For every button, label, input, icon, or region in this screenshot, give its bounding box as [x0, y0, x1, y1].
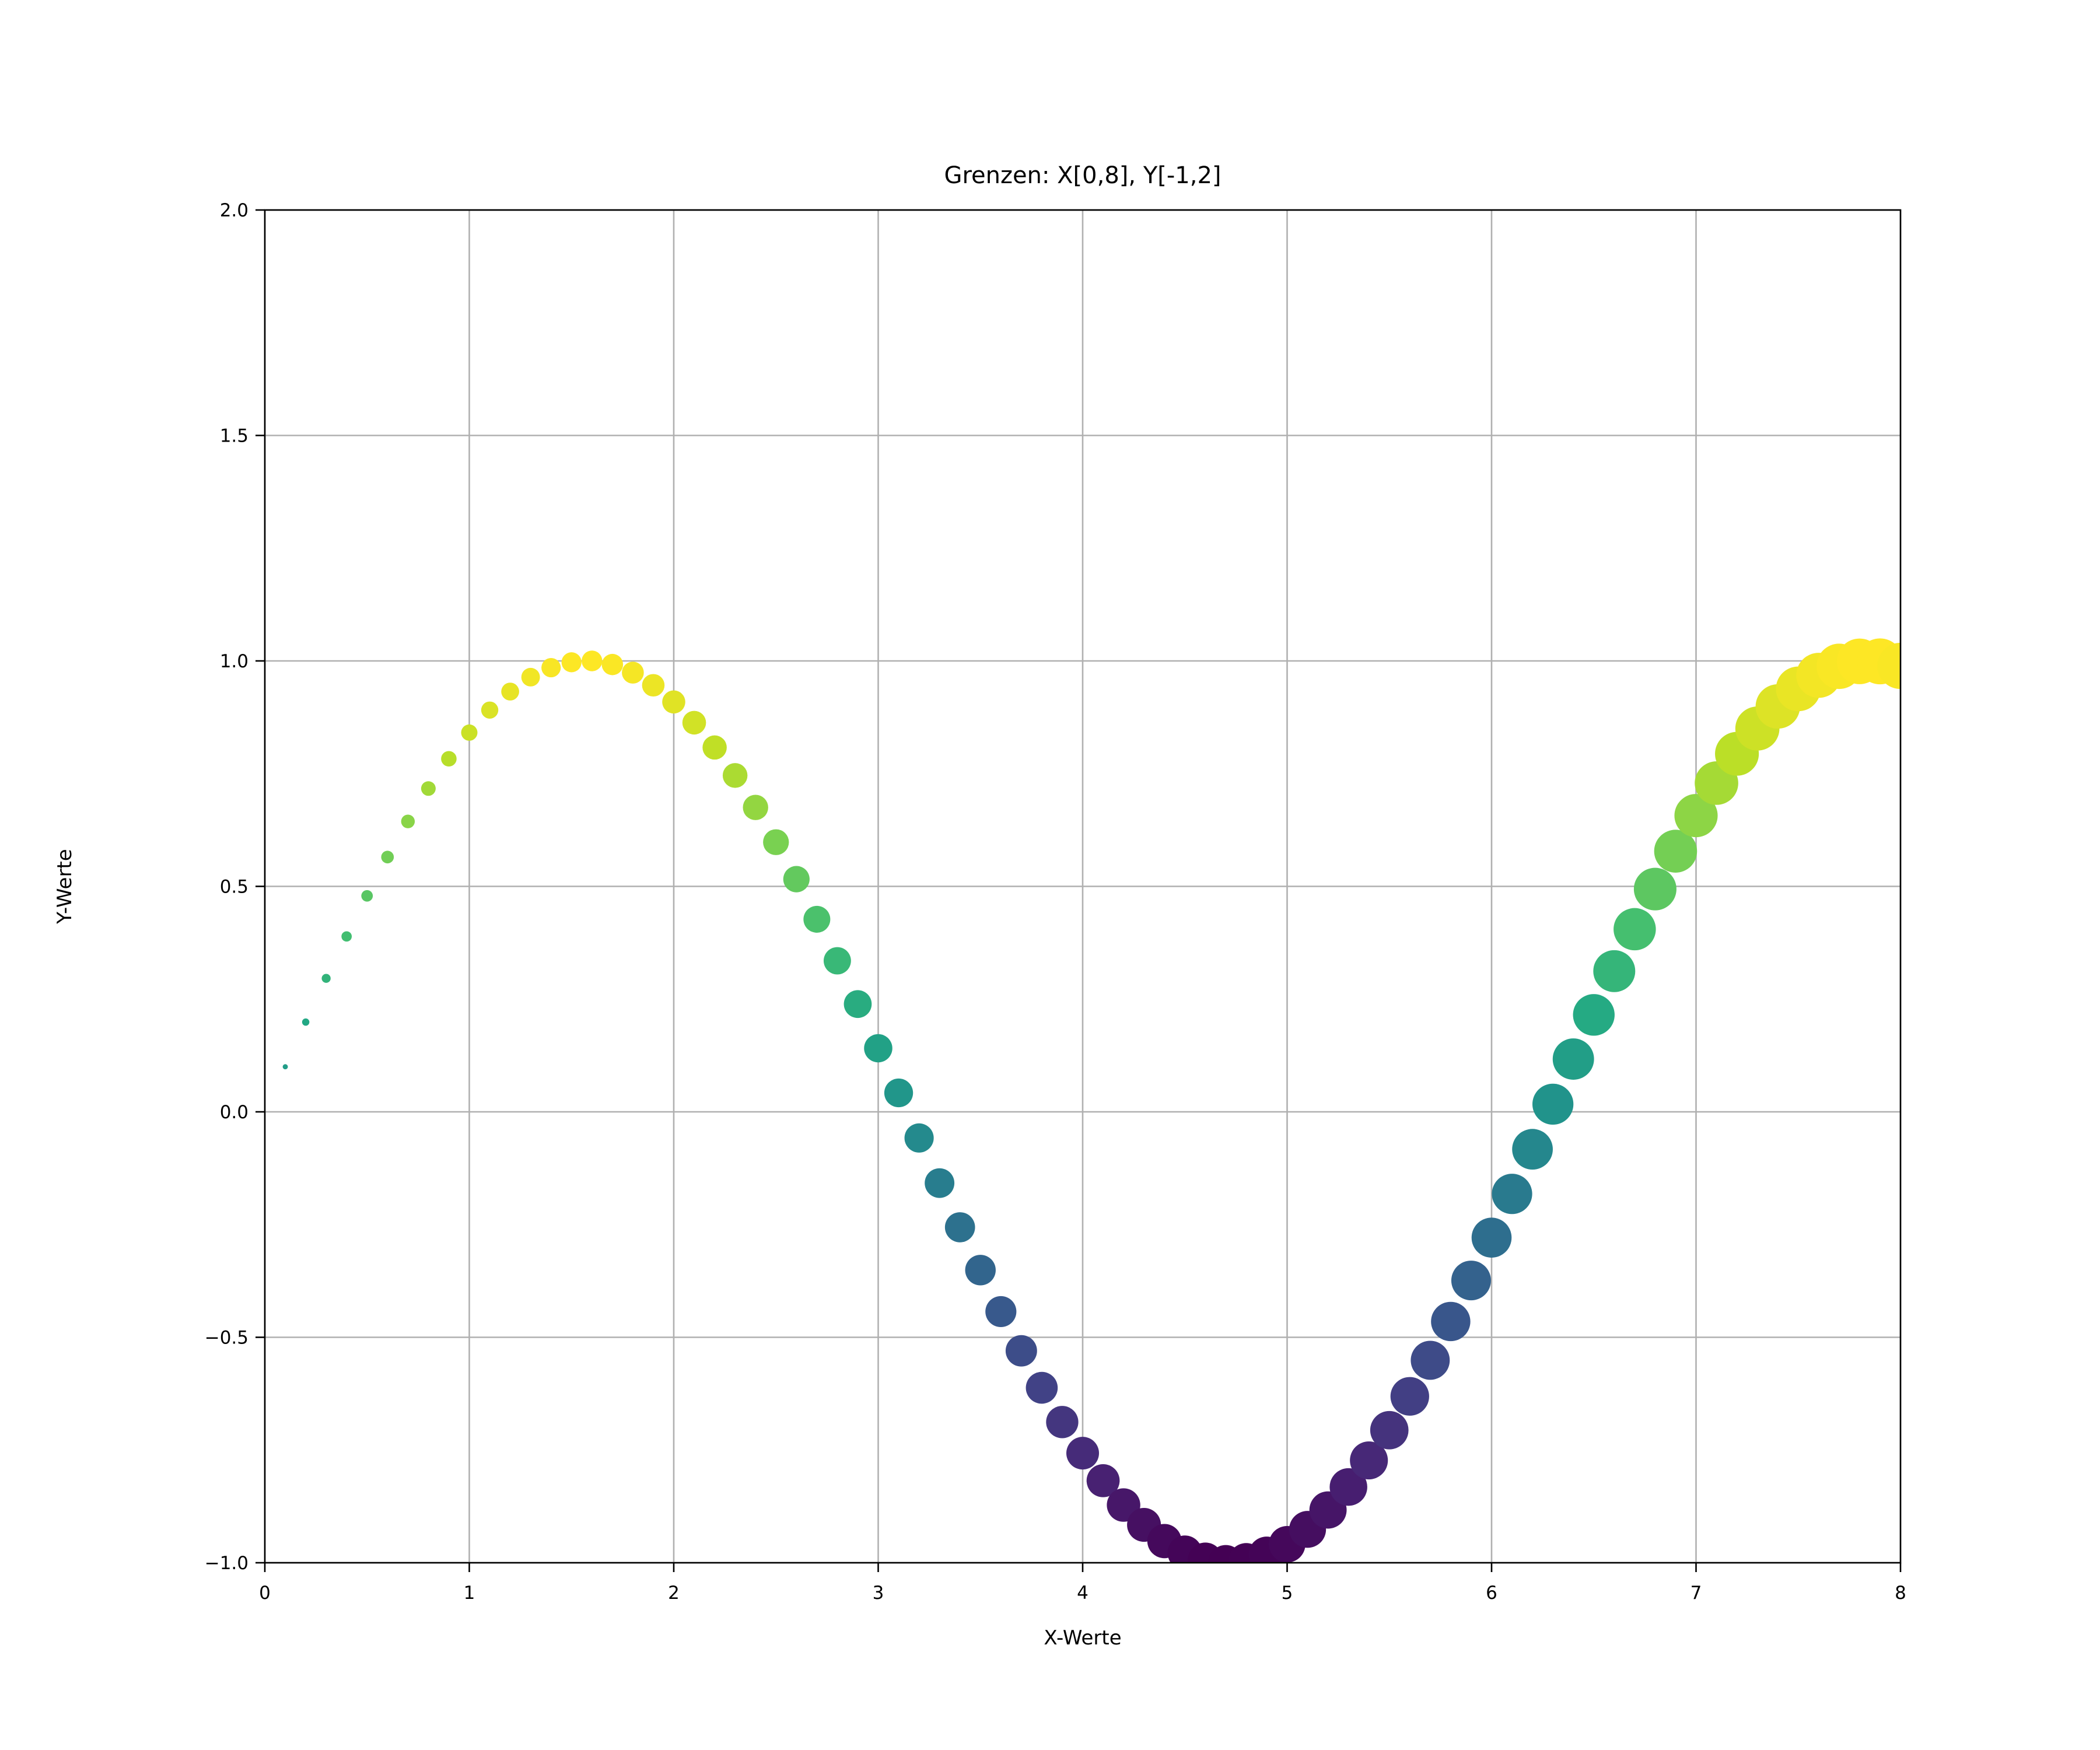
data-point-5 — [381, 850, 394, 864]
data-point-17 — [622, 662, 644, 684]
x-axis-ticks: 0 1 2 3 4 5 6 7 8 — [259, 1563, 1906, 1604]
data-point-54 — [1370, 1410, 1409, 1450]
data-point-60 — [1492, 1174, 1532, 1214]
data-point-32 — [925, 1168, 955, 1198]
data-point-35 — [985, 1296, 1017, 1328]
data-point-33 — [944, 1212, 975, 1242]
data-point-9 — [461, 724, 478, 741]
data-point-68 — [1654, 830, 1698, 873]
x-tick-label-4: 4 — [1077, 1583, 1088, 1604]
x-axis-label: X-Werte — [1044, 1626, 1121, 1650]
data-point-56 — [1410, 1340, 1450, 1380]
data-point-31 — [904, 1123, 934, 1153]
data-point-21 — [702, 735, 727, 760]
data-point-20 — [682, 710, 706, 735]
data-point-13 — [541, 658, 561, 678]
y-tick-label-6: 2.0 — [220, 200, 249, 221]
grid-lines — [264, 209, 1902, 1564]
data-point-8 — [441, 751, 457, 767]
chart-title: Grenzen: X[0,8], Y[-1,2] — [944, 162, 1221, 189]
y-tick-label-5: 1.5 — [220, 426, 249, 447]
data-point-61 — [1512, 1129, 1553, 1170]
data-point-11 — [501, 682, 519, 701]
data-point-34 — [965, 1255, 996, 1286]
data-point-6 — [401, 814, 415, 828]
data-point-30 — [884, 1078, 914, 1108]
data-point-23 — [743, 794, 768, 820]
data-point-24 — [763, 829, 789, 855]
data-point-79 — [1877, 642, 1901, 690]
y-tick-label-1: −0.5 — [205, 1328, 249, 1349]
data-point-53 — [1350, 1441, 1388, 1480]
data-point-66 — [1614, 908, 1656, 951]
data-point-67 — [1633, 867, 1676, 911]
data-point-19 — [662, 690, 685, 714]
y-axis-label: Y-Werte — [53, 849, 76, 924]
x-tick-label-5: 5 — [1282, 1583, 1293, 1604]
data-point-0 — [282, 1064, 288, 1070]
x-tick-label-3: 3 — [873, 1583, 884, 1604]
x-tick-label-2: 2 — [668, 1583, 680, 1604]
data-point-16 — [601, 653, 624, 676]
data-point-57 — [1431, 1301, 1471, 1342]
data-point-25 — [783, 866, 810, 892]
data-point-15 — [582, 650, 603, 671]
y-tick-label-0: −1.0 — [205, 1553, 249, 1574]
data-point-12 — [521, 667, 540, 687]
data-point-10 — [481, 701, 499, 719]
data-point-29 — [864, 1034, 892, 1063]
y-tick-label-2: 0.0 — [220, 1102, 249, 1123]
data-point-22 — [722, 763, 748, 788]
data-point-58 — [1451, 1261, 1491, 1301]
y-tick-label-4: 1.0 — [220, 651, 249, 672]
data-point-62 — [1532, 1083, 1574, 1125]
data-point-28 — [844, 990, 872, 1019]
data-point-38 — [1046, 1406, 1079, 1438]
data-point-69 — [1674, 794, 1718, 838]
data-point-39 — [1066, 1437, 1100, 1470]
data-point-27 — [823, 947, 851, 975]
data-point-2 — [321, 974, 331, 983]
data-point-59 — [1471, 1217, 1512, 1258]
data-point-65 — [1593, 950, 1636, 992]
data-point-7 — [421, 781, 436, 796]
x-tick-label-0: 0 — [259, 1583, 271, 1604]
data-point-55 — [1390, 1377, 1429, 1416]
data-point-40 — [1086, 1464, 1120, 1497]
data-point-4 — [361, 890, 373, 902]
data-points — [282, 638, 1901, 1563]
data-point-18 — [642, 674, 665, 697]
x-tick-label-8: 8 — [1895, 1583, 1906, 1604]
data-point-64 — [1573, 994, 1615, 1036]
data-point-14 — [561, 652, 582, 673]
data-point-37 — [1026, 1371, 1058, 1404]
data-point-3 — [341, 931, 352, 942]
data-point-26 — [803, 905, 831, 933]
x-tick-label-1: 1 — [464, 1583, 475, 1604]
data-point-36 — [1005, 1335, 1037, 1367]
data-point-1 — [302, 1018, 310, 1026]
y-axis-ticks: −1.0 −0.5 0.0 0.5 1.0 1.5 2.0 — [205, 200, 265, 1574]
data-point-63 — [1552, 1038, 1594, 1080]
x-tick-label-6: 6 — [1486, 1583, 1497, 1604]
x-tick-label-7: 7 — [1690, 1583, 1702, 1604]
y-tick-label-3: 0.5 — [220, 877, 249, 898]
data-point-52 — [1329, 1468, 1367, 1506]
